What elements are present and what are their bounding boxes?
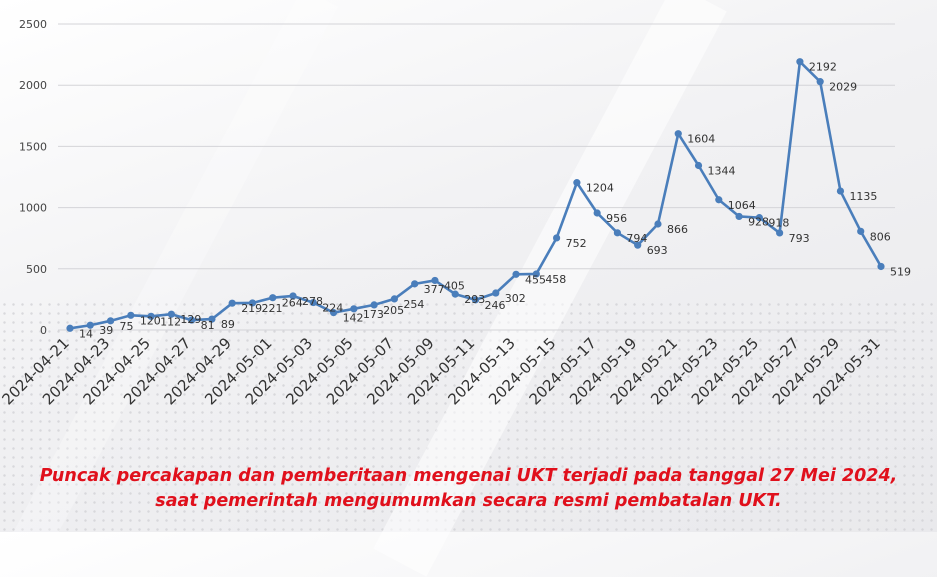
data-label: 278 [302,295,323,308]
data-point [613,229,622,237]
data-label: 405 [444,279,465,292]
caption-line-2: saat pemerintah mengumumkan secara resmi… [155,491,782,511]
data-label: 2192 [809,61,837,74]
y-axis: 0 500 1000 1500 2000 2500 [19,18,47,337]
data-point [269,294,277,302]
x-axis: 2024-04-212024-04-232024-04-252024-04-27… [0,334,884,408]
data-label: 928 [748,215,769,228]
data-label: 75 [120,320,134,333]
data-point [127,311,135,319]
chart-series [66,58,885,332]
data-label: 693 [647,244,668,257]
data-point [573,179,581,187]
data-point [512,270,520,278]
data-label: 246 [485,299,506,312]
data-label: 221 [261,302,282,315]
data-label: 2029 [829,81,857,94]
data-label: 224 [322,302,343,315]
data-point [776,229,784,237]
data-label: 142 [343,312,364,325]
data-label: 377 [424,283,445,296]
data-point [836,187,845,195]
line-chart: 0 500 1000 1500 2000 2500 2024-04-212024-04-2… [0,18,911,408]
data-point [492,289,500,297]
data-label: 956 [606,212,627,225]
data-label: 455 [525,273,546,286]
data-label: 120 [140,314,161,327]
data-point [694,161,703,170]
data-point [86,321,94,329]
data-point [289,292,297,300]
data-label: 1135 [849,190,877,203]
data-label: 519 [890,265,911,278]
data-point [715,196,723,204]
data-label: 794 [626,232,647,245]
data-point [411,280,419,288]
data-label: 302 [505,292,526,305]
data-point [593,209,601,217]
data-label: 752 [566,237,587,250]
data-label: 458 [545,273,566,286]
y-tick-label: 0 [40,324,47,337]
data-point [654,220,662,228]
data-label: 129 [180,313,201,326]
caption-line-1: Puncak percakapan dan pemberitaan mengen… [39,466,898,486]
data-point [431,276,439,285]
data-label: 264 [282,297,303,310]
data-label: 1204 [586,182,614,195]
data-point [634,241,642,249]
data-label: 793 [789,232,810,245]
data-label: 293 [464,293,485,306]
data-label: 1064 [728,199,756,212]
data-point [674,130,682,138]
y-tick-label: 2500 [19,18,47,31]
data-point [167,310,175,318]
series-line [69,60,883,330]
data-point [796,58,804,66]
data-point [451,290,459,298]
data-point [329,309,338,317]
data-label: 205 [383,304,404,317]
y-tick-label: 2000 [19,79,47,92]
data-label: 918 [768,217,789,230]
data-point [147,312,155,320]
data-point [532,270,540,278]
y-tick-label: 500 [26,263,47,276]
data-label: 1604 [687,133,715,146]
chart-gridlines [58,23,895,331]
data-point [390,295,398,303]
data-label: 89 [221,318,235,331]
data-label: 1344 [708,164,736,177]
data-label: 254 [403,298,424,311]
data-point [755,214,763,222]
data-point [66,324,74,332]
data-point [309,298,317,307]
data-label: 81 [201,319,215,332]
data-point [370,301,378,309]
data-point [857,227,865,235]
data-label: 866 [667,223,688,236]
data-point [106,317,115,325]
data-label: 173 [363,308,384,321]
data-label: 219 [241,302,262,315]
data-point [228,299,236,307]
data-label: 112 [160,315,181,328]
data-point [877,262,885,271]
data-point [208,315,216,323]
y-tick-label: 1000 [19,202,47,215]
y-tick-label: 1500 [19,140,47,153]
data-point [248,299,257,307]
data-point [735,212,743,221]
data-label: 806 [870,230,891,243]
data-point [471,296,480,304]
data-point [816,78,824,86]
data-point [553,234,561,242]
data-label: 39 [99,324,113,337]
data-label: 14 [79,327,93,340]
data-point [188,316,196,324]
data-point [350,305,358,313]
